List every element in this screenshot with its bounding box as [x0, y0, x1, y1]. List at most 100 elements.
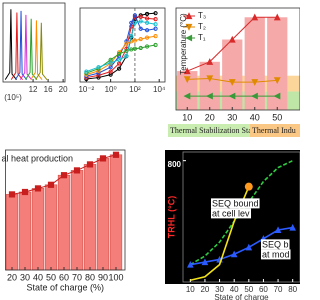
bar	[222, 39, 243, 111]
stage-box	[250, 124, 300, 137]
bar	[109, 154, 123, 271]
x-tick-label: 40	[230, 285, 239, 294]
x-tick-label: 20	[7, 272, 17, 282]
plot-frame	[182, 151, 300, 283]
legend-label: T₃	[198, 11, 206, 20]
x-tick-label: 70	[274, 285, 283, 294]
data-point	[251, 13, 259, 21]
data-point	[274, 226, 282, 233]
data-point	[185, 23, 193, 31]
data-point	[96, 75, 101, 80]
data-point	[273, 92, 281, 100]
data-point	[144, 11, 150, 17]
annotation: SEQ b	[262, 239, 289, 249]
x-axis-label: State of charge (%)	[26, 282, 104, 292]
series-line	[14, 10, 28, 80]
data-point	[96, 73, 101, 78]
y-axis-label: TRHL (°C)	[166, 196, 176, 238]
annotation-box	[211, 208, 252, 219]
data-point	[124, 39, 129, 44]
data-point	[138, 14, 143, 19]
bar	[177, 71, 198, 110]
data-point	[138, 26, 143, 31]
data-point	[153, 26, 158, 31]
data-point	[21, 188, 29, 196]
data-point	[144, 44, 150, 49]
x-tick-label: 100	[108, 272, 123, 282]
data-point	[124, 41, 129, 46]
x-tick-label: 40	[250, 112, 260, 122]
data-point	[96, 65, 101, 70]
x-tick-label: 50	[244, 285, 253, 294]
bar	[18, 191, 32, 271]
x-tick-label: 30	[227, 112, 237, 122]
data-point	[129, 34, 134, 39]
data-point	[117, 57, 122, 62]
bar	[70, 170, 84, 271]
data-point	[138, 45, 143, 51]
legend-label: T₂	[198, 22, 206, 31]
data-point	[273, 13, 281, 21]
plot-frame	[5, 149, 126, 271]
data-point	[230, 250, 238, 258]
data-point	[60, 172, 68, 179]
data-point	[99, 155, 107, 162]
x-tick-label: 10⁰	[105, 85, 117, 94]
x-tick-label: 10²	[129, 85, 141, 94]
annotation: SEQ bound	[212, 198, 259, 208]
data-point	[251, 79, 259, 86]
data-point	[129, 24, 134, 29]
data-point	[153, 11, 158, 16]
x-tick-label: 16	[44, 85, 53, 94]
data-point	[153, 17, 158, 22]
x-tick-label: 80	[85, 272, 95, 282]
data-point	[138, 36, 143, 42]
data-point	[8, 191, 16, 198]
stage-label: Thermal Stabilization Stage	[170, 126, 260, 135]
data-point	[144, 35, 150, 40]
data-point	[228, 79, 236, 86]
x-tick-label: 10⁻²	[78, 85, 94, 94]
data-point	[185, 12, 193, 20]
data-point	[117, 61, 122, 66]
data-point	[117, 51, 122, 56]
x-tick-label: 60	[259, 285, 268, 294]
series-line	[86, 16, 156, 79]
data-point	[273, 77, 281, 85]
data-point	[138, 19, 143, 24]
data-point	[201, 258, 209, 266]
y-axis-label: Temperature (°C)	[179, 13, 188, 75]
data-point	[144, 20, 150, 25]
data-point	[206, 92, 213, 100]
series-line	[19, 14, 32, 80]
series-line	[86, 20, 156, 73]
x-tick-label: 12	[29, 85, 38, 94]
x-tick-label: 70	[72, 272, 82, 282]
stage-label: Thermal Indu	[252, 126, 296, 135]
series-line	[86, 44, 156, 74]
annotation: at cell lev	[212, 208, 250, 218]
x-tick-label: 10⁴	[153, 85, 166, 94]
legend-label: T₁	[198, 33, 206, 42]
data-point	[183, 92, 191, 100]
data-point	[117, 66, 122, 71]
data-point	[96, 68, 101, 74]
x-tick-label: 20	[205, 112, 215, 122]
data-point	[228, 35, 236, 43]
plot-frame	[175, 7, 300, 111]
data-point	[34, 185, 42, 192]
series-line	[35, 22, 48, 80]
data-point	[124, 54, 129, 59]
data-point	[73, 167, 81, 174]
annotation-box	[261, 249, 291, 260]
bar	[44, 184, 58, 271]
stage-box	[168, 124, 250, 137]
legend-label: al heat production	[2, 153, 74, 163]
data-point	[132, 13, 138, 18]
x-tick-label: 30	[215, 285, 224, 294]
data-point	[84, 69, 89, 74]
annotation: at mod	[262, 249, 290, 259]
plot-frame	[79, 7, 166, 83]
data-point	[153, 34, 158, 39]
plot-frame	[2, 2, 66, 83]
